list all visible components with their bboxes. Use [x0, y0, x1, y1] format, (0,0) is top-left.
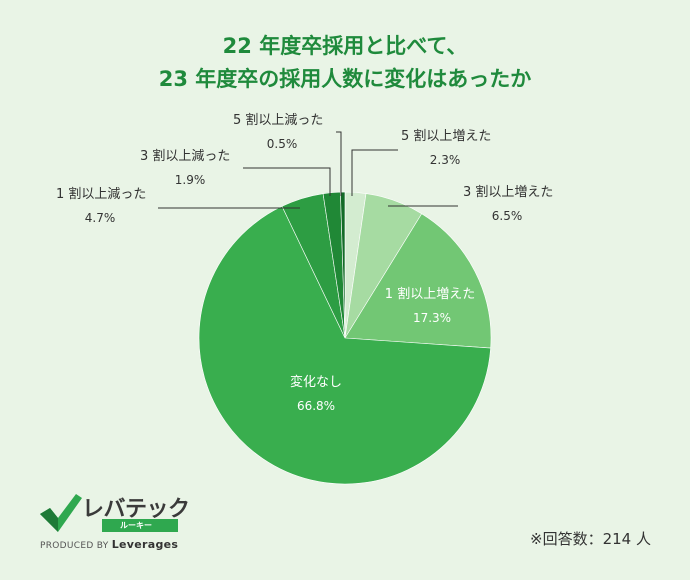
produced-by-line: PRODUCED BY Leverages — [40, 538, 178, 551]
produced-by-text: PRODUCED BY — [40, 541, 109, 551]
leader-line — [351, 149, 398, 196]
slice-label: 5 割以上減った — [233, 112, 323, 128]
logo-subname: ルーキー — [102, 519, 178, 532]
response-count-note: ※回答数：214 人 — [530, 530, 651, 548]
slice-label: 変化なし — [290, 374, 342, 390]
leader-line — [336, 131, 342, 196]
checkmark-logo-icon — [40, 494, 82, 532]
slice-label: 3 割以上増えた — [463, 184, 553, 200]
chart-title-line-1: 22 年度卒採用と比べて、 — [222, 34, 468, 58]
brand-logo: レバテック ルーキー PRODUCED BY Leverages — [38, 490, 208, 551]
slice-label: 1 割以上増えた — [385, 286, 475, 302]
logo-name: レバテック — [82, 497, 190, 522]
chart-title-line-2: 23 年度卒の採用人数に変化はあったか — [158, 67, 532, 91]
slice-percentage: 2.3% — [430, 153, 461, 167]
slice-percentage: 0.5% — [267, 137, 298, 151]
pie-slice — [340, 191, 346, 339]
slice-percentage: 17.3% — [413, 311, 451, 325]
slice-label: 1 割以上減った — [56, 186, 146, 202]
slice-percentage: 66.8% — [297, 399, 335, 413]
company-name: Leverages — [111, 538, 179, 551]
slice-percentage: 6.5% — [492, 209, 523, 223]
slice-label: 5 割以上増えた — [401, 128, 491, 144]
leader-line — [243, 167, 331, 196]
pie-slice — [344, 213, 492, 349]
slice-percentage: 1.9% — [175, 173, 206, 187]
chart-title: 22 年度卒採用と比べて、 23 年度卒の採用人数に変化はあったか — [0, 30, 690, 96]
slice-label: 3 割以上減った — [140, 148, 230, 164]
pie-slice — [198, 205, 491, 485]
slice-percentage: 4.7% — [85, 211, 116, 225]
